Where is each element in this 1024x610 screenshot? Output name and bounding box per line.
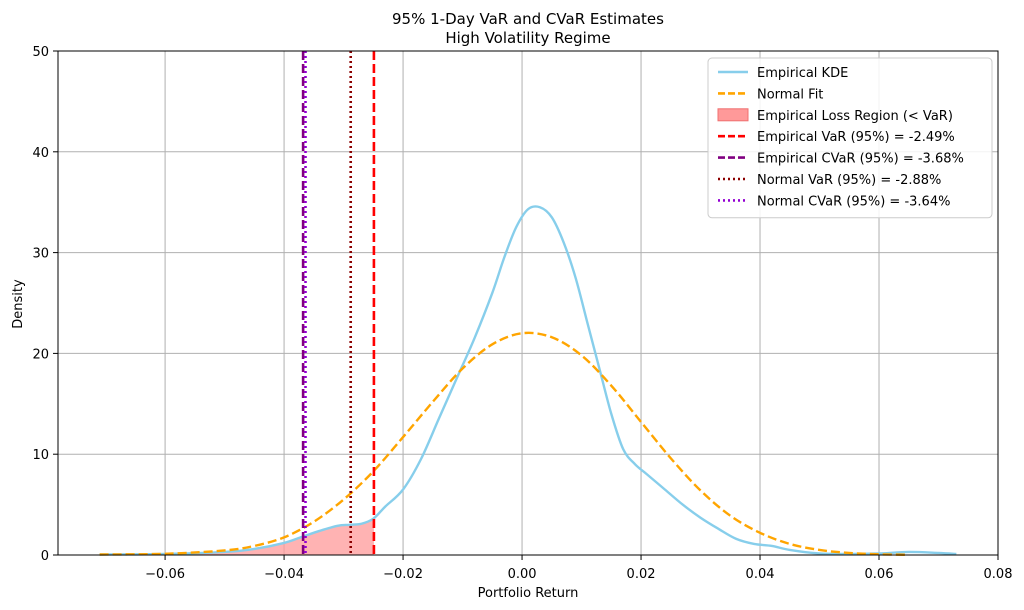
chart-subtitle: High Volatility Regime <box>445 29 610 47</box>
y-axis-label: Density <box>11 279 26 329</box>
legend-label: Normal CVaR (95%) = -3.64% <box>757 194 950 209</box>
legend-label: Empirical CVaR (95%) = -3.68% <box>757 152 964 167</box>
x-axis-ticks: −0.06 −0.04 −0.02 0.00 0.02 0.04 0.06 0.08 <box>145 555 1012 582</box>
legend-handle-patch <box>717 108 749 122</box>
x-tick-label: −0.06 <box>145 567 185 582</box>
legend: Empirical KDE Normal Fit Empirical Loss Re… <box>707 57 993 219</box>
x-tick-label: 0.00 <box>508 567 537 582</box>
legend-box <box>707 57 993 219</box>
loss-region-fill <box>99 518 375 555</box>
y-tick-label: 40 <box>32 146 49 161</box>
x-tick-label: 0.02 <box>627 567 656 582</box>
legend-label: Empirical KDE <box>757 66 848 81</box>
y-tick-label: 0 <box>41 549 49 564</box>
empirical-kde-line <box>99 205 957 556</box>
x-tick-label: 0.08 <box>984 567 1013 582</box>
legend-label: Normal Fit <box>757 87 823 102</box>
loss-region-layer <box>99 518 375 555</box>
plot-frame <box>57 50 999 556</box>
x-axis-label: Portfolio Return <box>478 586 579 601</box>
y-tick-label: 10 <box>32 448 49 463</box>
x-tick-label: −0.02 <box>383 567 423 582</box>
risk-lines-layer <box>301 51 376 555</box>
legend-label: Normal VaR (95%) = -2.88% <box>757 173 941 188</box>
y-tick-label: 50 <box>32 45 49 60</box>
y-tick-label: 20 <box>32 347 49 362</box>
normal-fit-line <box>99 331 909 556</box>
legend-label: Empirical Loss Region (< VaR) <box>757 109 953 124</box>
y-tick-label: 30 <box>32 247 49 262</box>
x-tick-label: 0.06 <box>865 567 894 582</box>
legend-label: Empirical VaR (95%) = -2.49% <box>757 130 955 145</box>
y-axis-ticks: 0 10 20 30 40 50 <box>32 45 58 564</box>
x-tick-label: −0.04 <box>264 567 304 582</box>
x-tick-label: 0.04 <box>746 567 775 582</box>
chart-title: 95% 1-Day VaR and CVaR Estimates <box>392 10 664 28</box>
series-layer <box>99 205 957 556</box>
